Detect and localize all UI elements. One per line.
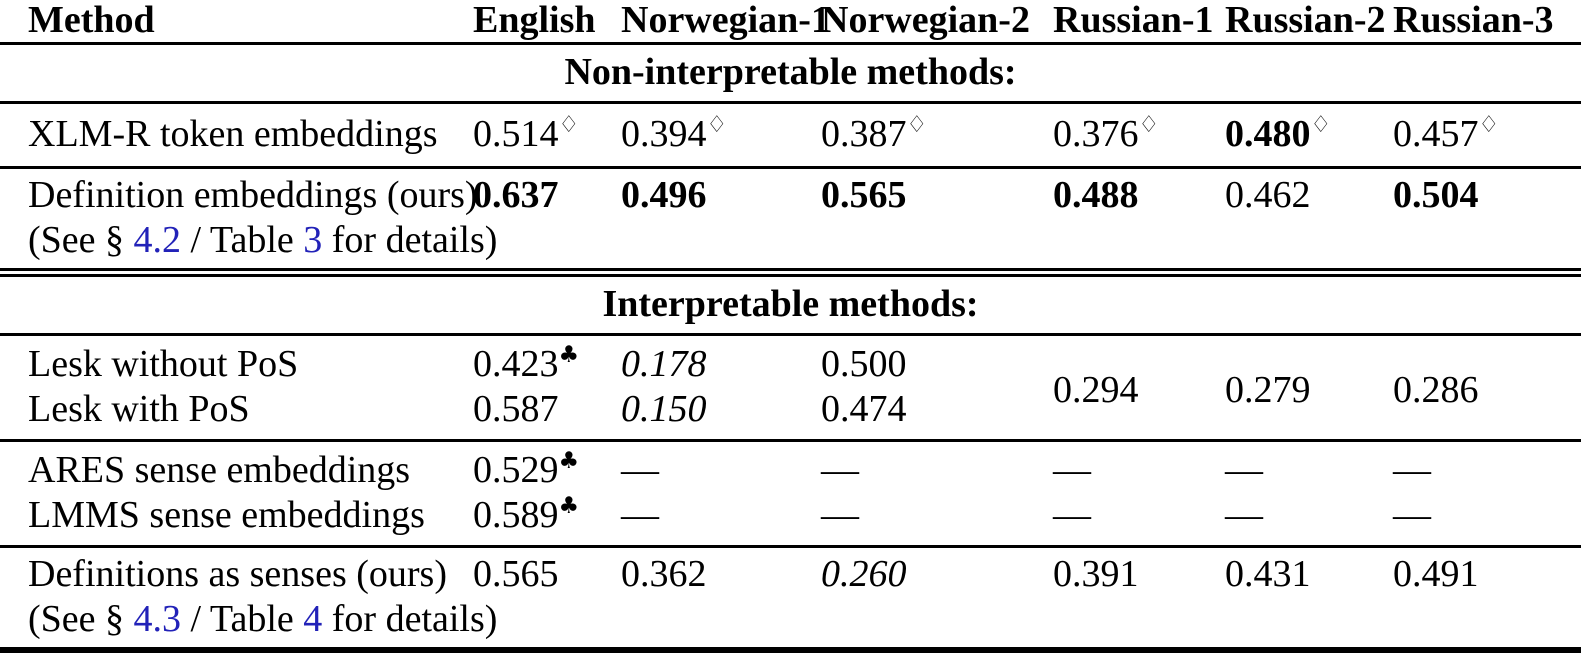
score-cell-norwegian-2: 0.387♢ [793,102,1025,169]
score-cell-norwegian-1: 0.362 [593,546,793,653]
column-header-norwegian-1: Norwegian-1 [593,0,830,45]
diamond-icon: ♢ [1138,112,1160,138]
score-cell-russian-3: — [1365,493,1581,548]
diamond-icon: ♢ [706,112,728,138]
score-cell-russian-2: 0.431 [1197,546,1365,653]
score-cell-norwegian-2: — [793,493,1025,548]
club-icon: ♣ [558,493,580,519]
score-cell-russian-1: — [1053,449,1091,491]
method-cell: Lesk without PoS [28,343,299,385]
score-cell-russian-1: — [1025,493,1197,548]
diamond-icon: ♢ [1478,112,1500,138]
diamond-icon: ♢ [906,112,928,138]
column-header-norwegian-2: Norwegian-2 [793,0,1030,45]
score-cell-russian-2: — [1225,449,1263,491]
score-cell-russian-2: 0.462 [1197,167,1365,271]
score-cell-norwegian-2: — [821,449,859,491]
score-cell-norwegian-1: 0.178 [621,343,707,385]
column-header-method: Method [0,0,445,45]
score-cell-russian-1: 0.376♢ [1025,102,1197,169]
score-cell-norwegian-2: 0.474 [793,387,1025,442]
score-cell-russian-1: 0.488 [1025,167,1197,271]
score-cell-russian-3: 0.504 [1365,167,1581,271]
score-cell-russian-2: — [1197,493,1365,548]
method-cell: LMMS sense embeddings [0,493,445,548]
header-row: Method English Norwegian-1 Norwegian-2 R… [0,0,1581,45]
row-lesk-with-pos: Lesk with PoS 0.587 0.150 0.474 [0,387,1581,442]
row-xlmr-token-embeddings: XLM-R token embeddings 0.514♢ 0.394♢ 0.3… [0,102,1581,169]
score-cell-norwegian-2: 0.260 [793,546,1025,653]
method-cell: Definition embeddings (ours) (See § 4.2 … [0,167,498,271]
diamond-icon: ♢ [1310,112,1332,138]
method-label: Definitions as senses (ours) [28,553,447,595]
diamond-icon: ♢ [558,112,580,138]
score-cell-norwegian-1: 0.394♢ [593,102,793,169]
score-cell-norwegian-1: 0.150 [593,387,793,442]
table-link[interactable]: 3 [303,219,323,261]
section-header-interpretable: Interpretable methods: [0,274,1581,336]
score-cell-russian-3-merged: 0.286 [1365,334,1581,442]
method-note: (See § 4.2 / Table 3 for details) [28,219,498,261]
score-cell-russian-3: 0.491 [1365,546,1581,653]
score-cell-english: 0.514♢ [445,102,593,169]
score-cell-english: 0.589♣ [445,493,593,548]
column-header-russian-3: Russian-3 [1365,0,1581,45]
score-cell-russian-1: 0.391 [1025,546,1197,653]
club-icon: ♣ [558,342,580,368]
row-definitions-as-senses: Definitions as senses (ours) (See § 4.3 … [0,546,1581,653]
row-lesk-without-pos: Lesk without PoS 0.423♣ 0.178 0.500 0.29… [0,334,1581,442]
score-cell-russian-3: — [1393,449,1431,491]
score-cell-norwegian-1: — [593,493,793,548]
score-cell-norwegian-1: 0.496 [593,167,793,271]
method-cell: XLM-R token embeddings [0,102,445,169]
section-link[interactable]: 4.2 [133,219,182,261]
section-link[interactable]: 4.3 [133,598,182,640]
score-cell-norwegian-1: — [621,449,659,491]
score-cell-english: 0.529♣ [473,448,580,491]
method-cell: Definitions as senses (ours) (See § 4.3 … [0,546,498,653]
row-definition-embeddings: Definition embeddings (ours) (See § 4.2 … [0,167,1581,271]
club-icon: ♣ [558,448,580,474]
column-header-russian-1: Russian-1 [1025,0,1214,45]
score-cell-russian-2: 0.480♢ [1197,102,1365,169]
method-cell: Lesk with PoS [0,387,445,442]
column-header-russian-2: Russian-2 [1197,0,1386,45]
method-label: Definition embeddings (ours) [28,174,478,216]
score-cell-russian-3: 0.457♢ [1365,102,1581,169]
row-ares-sense-embeddings: ARES sense embeddings 0.529♣ — — — — — [0,441,1581,494]
section-header-non-interpretable: Non-interpretable methods: [0,43,1581,104]
score-cell-english: 0.565 [445,546,593,653]
score-cell-russian-2-merged: 0.279 [1197,334,1365,442]
table-link[interactable]: 4 [303,598,323,640]
method-cell: ARES sense embeddings [28,449,411,491]
score-cell-norwegian-2: 0.500 [821,343,907,385]
method-note: (See § 4.3 / Table 4 for details) [28,598,498,640]
score-cell-english: 0.423♣ [473,342,580,385]
score-cell-russian-1-merged: 0.294 [1025,334,1197,442]
score-cell-english: 0.637 [445,167,593,271]
column-header-english: English [445,0,596,45]
score-cell-norwegian-2: 0.565 [793,167,1025,271]
section-title: Interpretable methods: [0,274,1581,336]
score-cell-english: 0.587 [445,387,593,442]
section-title: Non-interpretable methods: [0,43,1581,104]
row-lmms-sense-embeddings: LMMS sense embeddings 0.589♣ — — — — — [0,493,1581,548]
